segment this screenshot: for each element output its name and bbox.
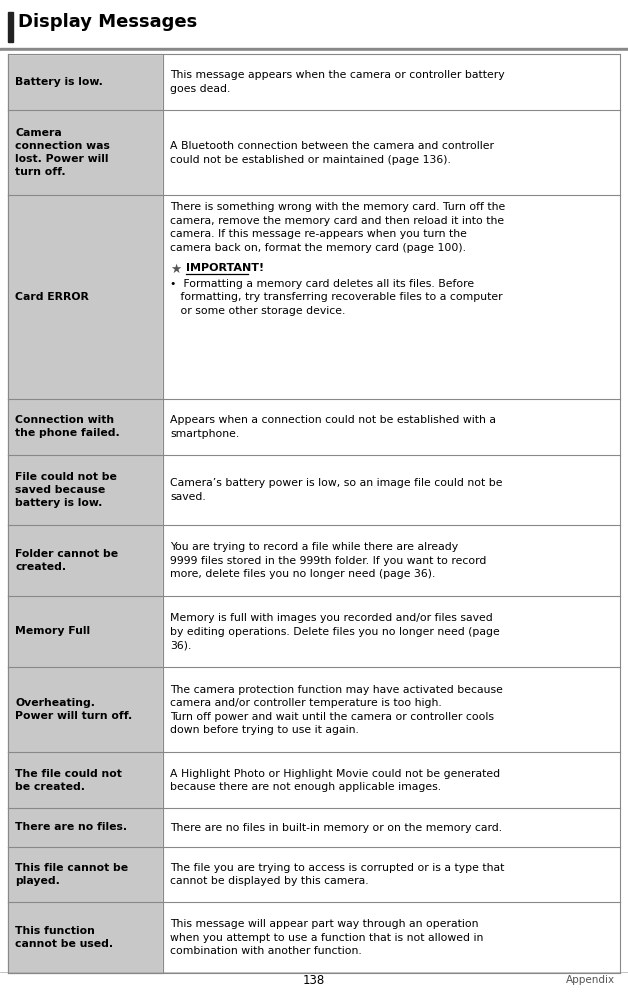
- Text: camera back on, format the memory card (page 100).: camera back on, format the memory card (…: [170, 243, 466, 253]
- Text: down before trying to use it again.: down before trying to use it again.: [170, 725, 359, 735]
- Bar: [0, 48, 628, 51]
- Bar: [8, 455, 163, 525]
- Text: camera, remove the memory card and then reload it into the: camera, remove the memory card and then …: [170, 216, 504, 226]
- Text: 138: 138: [303, 974, 325, 987]
- Text: or some other storage device.: or some other storage device.: [170, 305, 345, 316]
- Text: ★: ★: [170, 263, 181, 276]
- Text: Connection with
the phone failed.: Connection with the phone failed.: [15, 415, 120, 438]
- Text: camera and/or controller temperature is too high.: camera and/or controller temperature is …: [170, 698, 441, 708]
- Bar: [8, 196, 163, 399]
- Text: A Bluetooth connection between the camera and controller: A Bluetooth connection between the camer…: [170, 141, 494, 151]
- Text: Battery is low.: Battery is low.: [15, 77, 103, 87]
- Text: Card ERROR: Card ERROR: [15, 292, 89, 302]
- Text: Memory is full with images you recorded and/or files saved: Memory is full with images you recorded …: [170, 613, 493, 623]
- Text: A Highlight Photo or Highlight Movie could not be generated: A Highlight Photo or Highlight Movie cou…: [170, 769, 500, 779]
- Bar: [163, 752, 620, 808]
- Text: There are no files.: There are no files.: [15, 823, 127, 833]
- Text: •  Formatting a memory card deletes all its files. Before: • Formatting a memory card deletes all i…: [170, 278, 474, 288]
- Text: Memory Full: Memory Full: [15, 626, 90, 636]
- Text: more, delete files you no longer need (page 36).: more, delete files you no longer need (p…: [170, 570, 435, 580]
- Text: goes dead.: goes dead.: [170, 84, 230, 94]
- Text: File could not be
saved because
battery is low.: File could not be saved because battery …: [15, 472, 117, 508]
- Text: smartphone.: smartphone.: [170, 428, 239, 438]
- Text: This message appears when the camera or controller battery: This message appears when the camera or …: [170, 71, 505, 81]
- Bar: [163, 399, 620, 455]
- Bar: [8, 399, 163, 455]
- Bar: [8, 666, 163, 752]
- Text: There are no files in built-in memory or on the memory card.: There are no files in built-in memory or…: [170, 823, 502, 833]
- Bar: [8, 12, 13, 42]
- Text: Display Messages: Display Messages: [18, 13, 197, 31]
- Text: because there are not enough applicable images.: because there are not enough applicable …: [170, 782, 441, 792]
- Bar: [8, 54, 163, 110]
- Bar: [163, 54, 620, 110]
- Bar: [163, 525, 620, 596]
- Bar: [0, 51, 628, 54]
- Text: Appears when a connection could not be established with a: Appears when a connection could not be e…: [170, 415, 496, 425]
- Bar: [163, 902, 620, 973]
- Bar: [8, 110, 163, 196]
- Bar: [8, 902, 163, 973]
- Text: Turn off power and wait until the camera or controller cools: Turn off power and wait until the camera…: [170, 712, 494, 722]
- Text: This file cannot be
played.: This file cannot be played.: [15, 863, 128, 886]
- Bar: [163, 808, 620, 847]
- Text: by editing operations. Delete files you no longer need (page: by editing operations. Delete files you …: [170, 627, 500, 637]
- Bar: [8, 596, 163, 666]
- Text: combination with another function.: combination with another function.: [170, 947, 362, 957]
- Text: The file could not
be created.: The file could not be created.: [15, 769, 122, 791]
- Text: There is something wrong with the memory card. Turn off the: There is something wrong with the memory…: [170, 203, 506, 213]
- Text: Camera’s battery power is low, so an image file could not be: Camera’s battery power is low, so an ima…: [170, 479, 502, 489]
- Text: Appendix: Appendix: [566, 975, 615, 985]
- Text: The file you are trying to access is corrupted or is a type that: The file you are trying to access is cor…: [170, 863, 504, 873]
- Bar: [8, 752, 163, 808]
- Bar: [163, 596, 620, 666]
- Text: Folder cannot be
created.: Folder cannot be created.: [15, 549, 118, 572]
- Text: This message will appear part way through an operation: This message will appear part way throug…: [170, 919, 479, 929]
- Text: saved.: saved.: [170, 492, 206, 502]
- Bar: [163, 196, 620, 399]
- Bar: [163, 110, 620, 196]
- Text: This function
cannot be used.: This function cannot be used.: [15, 926, 113, 950]
- Bar: [163, 455, 620, 525]
- Text: 9999 files stored in the 999th folder. If you want to record: 9999 files stored in the 999th folder. I…: [170, 555, 486, 565]
- Bar: [8, 847, 163, 902]
- Text: could not be established or maintained (page 136).: could not be established or maintained (…: [170, 154, 451, 164]
- Text: formatting, try transferring recoverable files to a computer: formatting, try transferring recoverable…: [170, 292, 502, 302]
- Bar: [0, 0, 628, 48]
- Bar: [8, 525, 163, 596]
- Text: 36).: 36).: [170, 640, 192, 650]
- Bar: [163, 847, 620, 902]
- Bar: [8, 808, 163, 847]
- Text: The camera protection function may have activated because: The camera protection function may have …: [170, 684, 503, 695]
- Text: You are trying to record a file while there are already: You are trying to record a file while th…: [170, 542, 458, 552]
- Text: cannot be displayed by this camera.: cannot be displayed by this camera.: [170, 877, 369, 886]
- Text: Overheating.
Power will turn off.: Overheating. Power will turn off.: [15, 699, 133, 721]
- Text: camera. If this message re-appears when you turn the: camera. If this message re-appears when …: [170, 230, 467, 239]
- Text: Camera
connection was
lost. Power will
turn off.: Camera connection was lost. Power will t…: [15, 128, 110, 176]
- Text: IMPORTANT!: IMPORTANT!: [186, 263, 264, 273]
- Bar: [163, 666, 620, 752]
- Text: when you attempt to use a function that is not allowed in: when you attempt to use a function that …: [170, 932, 484, 942]
